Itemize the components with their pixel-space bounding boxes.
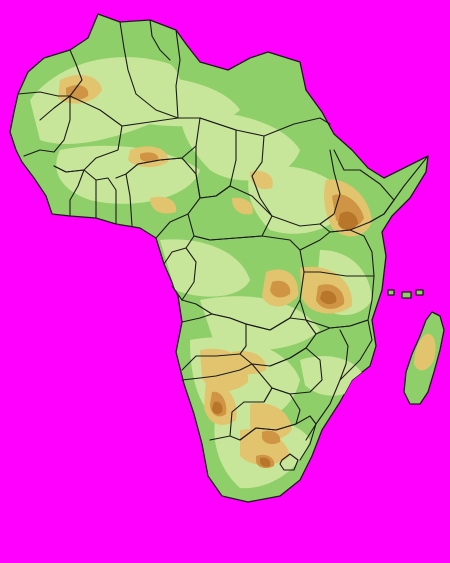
comoros-island-2 [401,291,412,299]
border-mauritania [17,91,71,157]
border-tunisia [149,19,171,61]
border-tanzania [299,271,375,329]
border-malawi [339,329,349,381]
border-mozambique [305,319,373,441]
comoros-island-1 [387,289,395,296]
border-angola [181,313,247,371]
border-south-africa [229,415,317,461]
border-congo [171,247,197,301]
relief-layers [30,57,428,489]
border-zimbabwe [269,347,323,395]
border-somalia [369,155,429,223]
africa-continent [9,13,445,503]
border-lesotho [279,453,299,471]
border-sudan [251,135,341,227]
border-togo-benin [115,173,133,227]
border-uganda-kenya [299,229,375,277]
border-nigeria [125,157,201,239]
political-borders [17,19,429,471]
madagascar-plateau [414,333,436,371]
border-ghana [95,177,117,225]
peak-zones [212,211,358,467]
comoros-island-3 [415,289,424,296]
border-namibia [181,363,273,441]
border-ivory [69,169,85,217]
border-zambia [239,317,317,367]
border-morocco-algeria [39,49,83,121]
border-egypt-sudan [263,117,331,137]
border-algeria-libya [119,21,179,119]
